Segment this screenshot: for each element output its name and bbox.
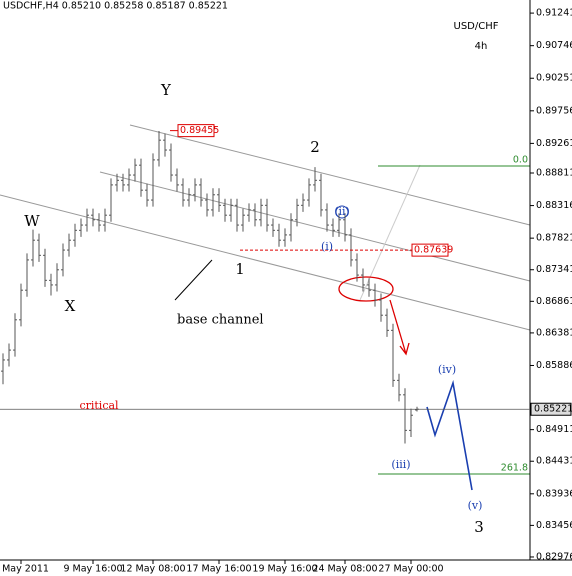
red-arrow	[389, 299, 410, 356]
wave-label: W	[24, 212, 40, 230]
x-tick-label: 12 May 08:00	[120, 564, 185, 575]
price-label: 0.87639	[414, 245, 453, 256]
fib-label: 0.0	[513, 155, 528, 166]
wave-label: (i)	[321, 240, 333, 253]
pointer-line	[174, 259, 213, 301]
y-tick-label: 0.89756	[536, 105, 572, 116]
y-tick-label: 0.86381	[536, 327, 572, 338]
y-tick-label: 0.88316	[536, 200, 572, 211]
y-tick-label: 0.89261	[536, 138, 572, 149]
drawings	[0, 0, 572, 561]
y-tick-label: 0.82976	[536, 551, 572, 562]
price-label-box	[411, 243, 449, 257]
current-price-box	[530, 402, 572, 416]
y-tick-label: 0.86861	[536, 296, 572, 307]
wave-label: (iv)	[438, 363, 456, 376]
highlight-ellipse	[338, 276, 394, 302]
wave-circle	[335, 205, 349, 219]
wave-label: X	[65, 297, 76, 315]
fib-label: 261.8	[501, 463, 528, 474]
y-tick-label: 0.83936	[536, 488, 572, 499]
channel-middle	[99, 171, 531, 282]
wave-label: (ii)	[334, 205, 350, 218]
chart-title: USD/CHF	[454, 21, 499, 32]
x-tick-label: 27 May 00:00	[378, 564, 443, 575]
wave-label: (iii)	[391, 458, 410, 471]
wave-label: 3	[474, 518, 484, 536]
y-tick-label: 0.87821	[536, 233, 572, 244]
note: base channel	[177, 313, 264, 328]
current-price-label: 0.85221	[534, 404, 572, 415]
x-tick-label: 24 May 08:00	[312, 564, 377, 575]
y-tick-label: 0.90746	[536, 40, 572, 51]
y-tick-label: 0.90251	[536, 73, 572, 84]
y-tick-label: 0.84431	[536, 456, 572, 467]
chart-subtitle: 4h	[475, 41, 488, 52]
y-tick-label: 0.91241	[536, 8, 572, 19]
price-label-box	[177, 124, 215, 138]
x-tick-label: 9 May 16:00	[63, 564, 122, 575]
channel-upper	[129, 124, 531, 226]
y-tick-label: 0.88811	[536, 168, 572, 179]
y-tick-label: 0.83456	[536, 520, 572, 531]
wave-label: (v)	[468, 499, 483, 512]
wave-label: 1	[235, 260, 245, 278]
x-tick-label: 19 May 16:00	[252, 564, 317, 575]
wave-label: 2	[310, 138, 320, 156]
x-tick-label: 17 May 16:00	[186, 564, 251, 575]
wave-label: Y	[160, 81, 172, 99]
price-label: 0.89455	[180, 125, 219, 136]
x-tick-label: 6 May 2011	[0, 564, 49, 575]
header: USDCHF,H4 0.85210 0.85258 0.85187 0.8522…	[3, 1, 228, 12]
y-tick-label: 0.87341	[536, 264, 572, 275]
y-tick-label: 0.84911	[536, 424, 572, 435]
note: critical	[79, 399, 119, 412]
y-tick-label: 0.85886	[536, 360, 572, 371]
channel-lower	[0, 194, 531, 331]
